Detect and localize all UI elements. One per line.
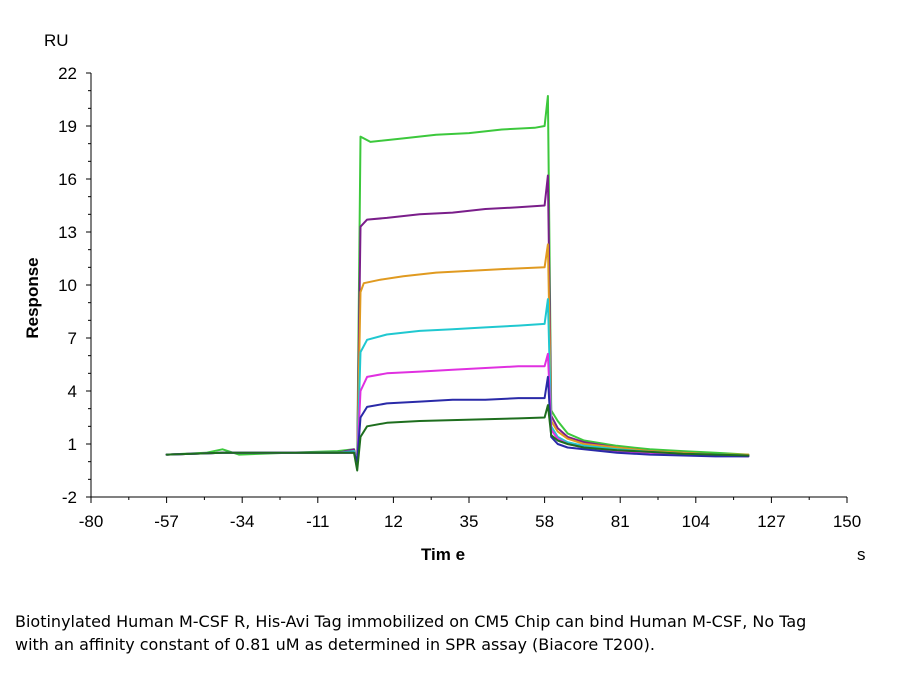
series-line-4 xyxy=(165,298,750,463)
x-tick-label: 127 xyxy=(757,512,785,531)
x-unit-label: s xyxy=(857,545,866,564)
x-tick-label: -11 xyxy=(306,512,329,531)
tick-labels: -2 1 4 7 10 13 16 19 22 -80 -57 -34 -11 12 35 58 81 104 12… xyxy=(58,64,861,531)
series-line-5 xyxy=(165,352,750,463)
y-tick-label: 7 xyxy=(68,329,77,348)
ticks xyxy=(86,72,848,503)
y-tick-label: 13 xyxy=(58,223,77,242)
y-tick-label: 19 xyxy=(58,117,77,136)
series-line-7 xyxy=(165,404,750,472)
x-tick-label: -34 xyxy=(230,512,255,531)
x-tick-label: 35 xyxy=(460,512,479,531)
y-axis-title: Response xyxy=(23,257,42,338)
series-line-3 xyxy=(165,243,750,463)
x-tick-label: 150 xyxy=(833,512,861,531)
spr-sensorgram-chart: -2 1 4 7 10 13 16 19 22 -80 -57 -34 -11 12 35 58 81 104 12… xyxy=(23,31,866,564)
y-tick-label: 10 xyxy=(58,276,77,295)
y-tick-label: 16 xyxy=(58,170,77,189)
x-tick-label: 58 xyxy=(535,512,554,531)
y-tick-label: 4 xyxy=(68,382,77,401)
figure-caption: Biotinylated Human M-CSF R, His-Avi Tag … xyxy=(15,612,807,654)
y-tick-label: -2 xyxy=(62,488,77,507)
x-tick-label: 12 xyxy=(384,512,403,531)
x-tick-label: 104 xyxy=(682,512,710,531)
series-line-1 xyxy=(165,95,750,463)
x-axis-title: Tim e xyxy=(421,545,465,564)
y-unit-label: RU xyxy=(44,31,69,50)
axes xyxy=(90,73,847,498)
y-tick-label: 1 xyxy=(68,435,77,454)
x-tick-label: -80 xyxy=(79,512,104,531)
series-layer xyxy=(165,95,750,472)
series-line-2 xyxy=(165,174,750,463)
y-tick-label: 22 xyxy=(58,64,77,83)
x-tick-label: 81 xyxy=(611,512,630,531)
x-tick-label: -57 xyxy=(154,512,179,531)
